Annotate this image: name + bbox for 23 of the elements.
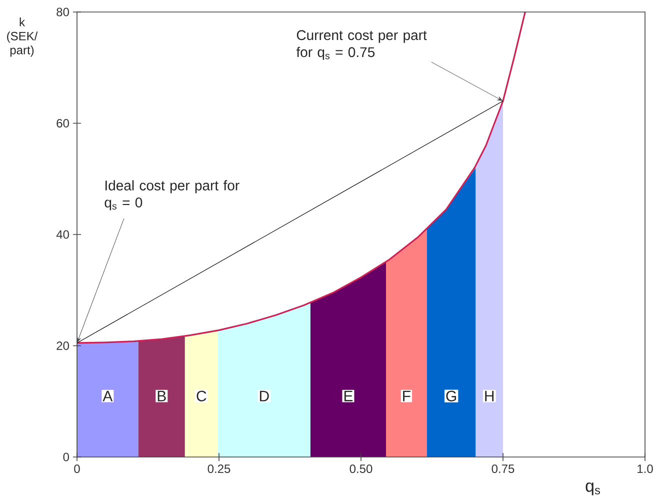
series-label: G bbox=[446, 390, 456, 402]
series-label: D bbox=[260, 390, 269, 402]
series-label: A bbox=[102, 390, 113, 402]
annotation: Ideal cost per part for q$_{s}$ = 0 bbox=[104, 180, 240, 210]
x-tick-label: 0 bbox=[74, 464, 80, 474]
series-label: B bbox=[158, 390, 166, 402]
x-axis-title: q$_{s}$ bbox=[586, 482, 600, 496]
y-tick-label: 80 bbox=[56, 8, 70, 16]
y-axis-title: k (SEK/ part) bbox=[7, 18, 38, 57]
y-tick-label: 0 bbox=[63, 452, 70, 462]
line-series bbox=[76, 11, 526, 344]
series-label: E bbox=[344, 390, 353, 402]
x-tick-label: 0.25 bbox=[208, 464, 230, 474]
x-tick-label: 1.0 bbox=[638, 464, 653, 474]
x-tick-label: 0.50 bbox=[350, 464, 372, 474]
series-label: C bbox=[196, 390, 206, 402]
series-label: H bbox=[485, 390, 494, 402]
series-label: F bbox=[403, 390, 410, 402]
x-tick-label: 0.75 bbox=[492, 464, 514, 474]
y-tick-label: 20 bbox=[56, 342, 70, 350]
annotation: Current cost per part for q$_{s}$ = 0.75 bbox=[296, 30, 427, 60]
y-tick-label: 40 bbox=[56, 230, 70, 239]
y-tick-label: 60 bbox=[56, 119, 70, 128]
